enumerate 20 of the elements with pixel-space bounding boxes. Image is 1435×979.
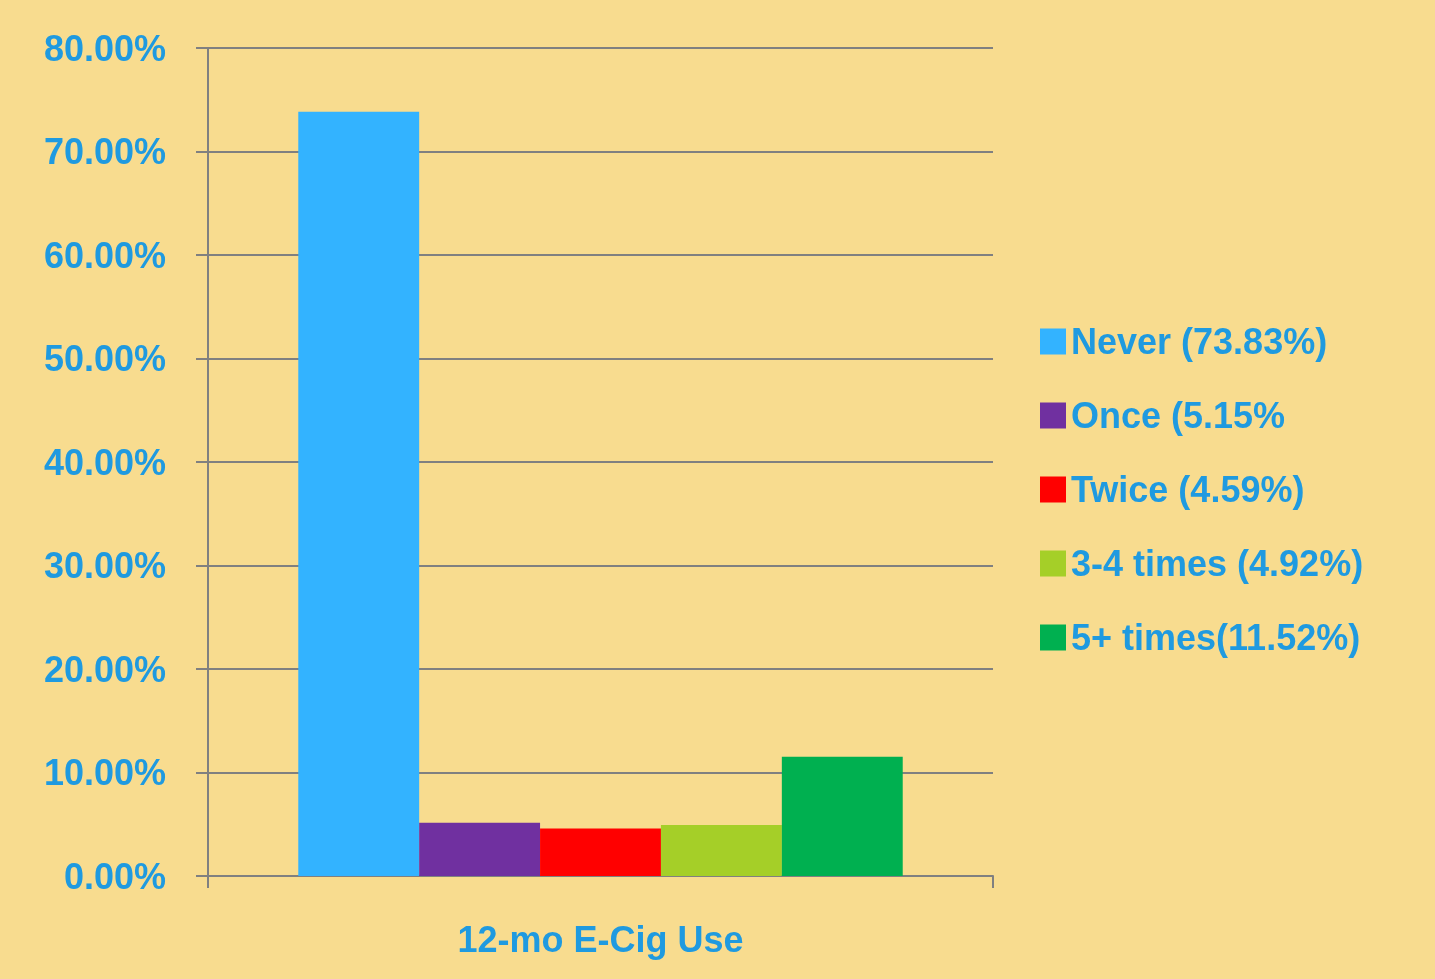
bar (540, 828, 661, 876)
y-tick-label: 50.00% (43, 338, 166, 379)
bar (419, 822, 541, 876)
y-tick-label: 30.00% (43, 545, 166, 586)
legend-label: 3-4 times (4.92%) (1071, 543, 1364, 584)
legend-label: Never (73.83%) (1071, 321, 1328, 362)
bar (781, 756, 903, 876)
y-tick-label: 40.00% (43, 441, 166, 483)
legend-label: Twice (4.59%) (1071, 469, 1305, 510)
y-tick-label: 60.00% (43, 234, 166, 276)
x-axis-title: 12-mo E-Cig Use (457, 918, 744, 960)
y-tick-label: 80.00% (43, 27, 166, 69)
bar (298, 111, 420, 876)
y-tick-label: 10.00% (43, 752, 166, 793)
y-tick-label: 0.00% (63, 855, 166, 897)
y-tick-label: 70.00% (43, 131, 166, 172)
y-tick-label: 20.00% (43, 648, 166, 690)
bar (660, 825, 782, 876)
legend-label: Once (5.15% (1071, 395, 1286, 436)
legend-label: 5+ times(11.52%) (1071, 617, 1361, 658)
